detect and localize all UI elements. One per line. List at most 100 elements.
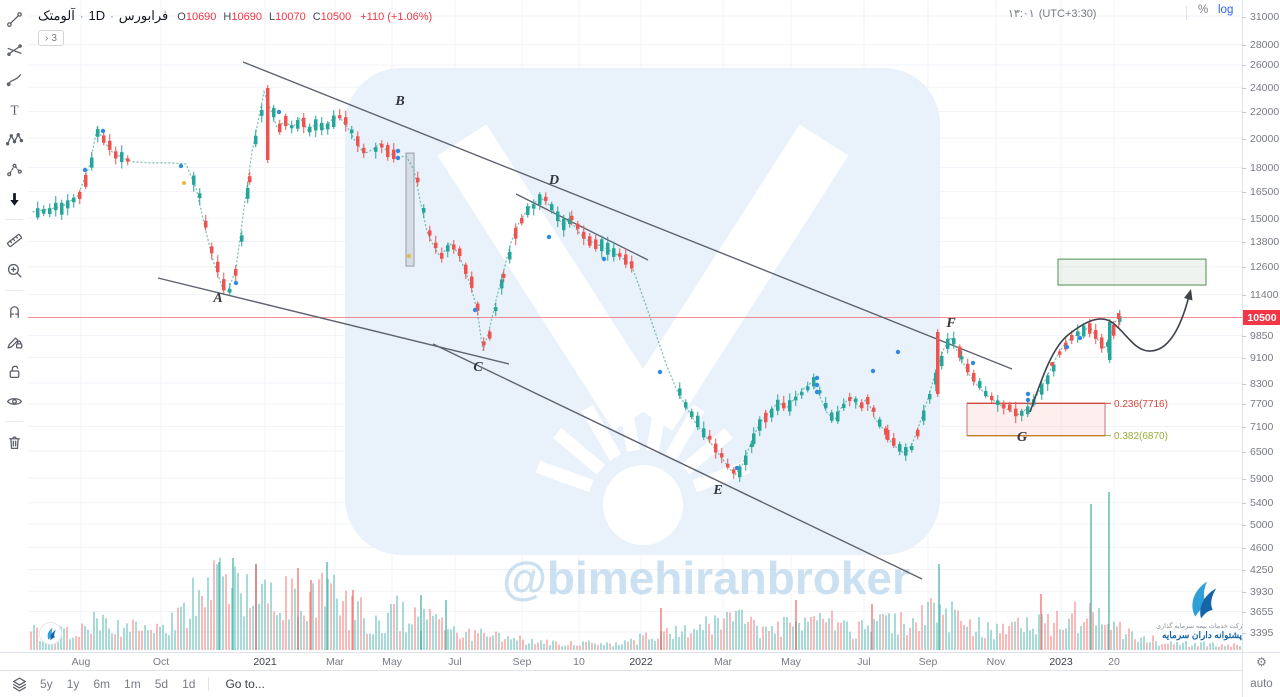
price-tick: 3655	[1241, 605, 1274, 618]
wave-label-C[interactable]: C	[473, 360, 483, 375]
broker-mini-badge	[39, 622, 62, 645]
indicators-expand-button[interactable]: › 3	[38, 30, 64, 46]
upper-channel-line[interactable]	[242, 61, 1013, 370]
wave-label-F[interactable]: F	[945, 316, 956, 331]
price-tick: 13800	[1241, 235, 1280, 248]
time-tick: Sep	[512, 656, 532, 668]
ohlc-item: H10690	[223, 11, 262, 23]
target-price-box[interactable]	[1057, 258, 1207, 286]
drawing-lock-tool[interactable]	[0, 326, 28, 356]
svg-text:T: T	[10, 102, 18, 117]
candles	[36, 85, 1122, 482]
symbol-name[interactable]: آلومتک	[38, 8, 75, 23]
price-tick: 16500	[1241, 186, 1280, 199]
time-tick: Jul	[857, 656, 871, 668]
lock-all-tool-icon	[9, 365, 19, 378]
chart-canvas[interactable]: @bimehiranbroker 0.236(7716) 0.382(6870) A B…	[0, 0, 1280, 652]
magnet-tool[interactable]	[0, 296, 28, 326]
wave-label-E[interactable]: E	[712, 483, 722, 498]
text-tool[interactable]: T	[0, 94, 28, 124]
price-tick: 20000	[1241, 132, 1280, 145]
current-price-badge: 10500	[1243, 310, 1280, 326]
fib-level-label: 0.236(7716)	[1114, 399, 1168, 410]
steep-support-line[interactable]	[432, 343, 923, 580]
time-tick: Oct	[152, 656, 170, 668]
price-tick: 22000	[1241, 106, 1280, 119]
interval-label[interactable]: 1D	[88, 8, 106, 23]
time-tick: Jul	[448, 656, 462, 668]
drawing-lock-tool-icon	[6, 336, 22, 349]
layers-icon	[12, 676, 26, 692]
divider	[1186, 6, 1187, 20]
wave-label-G[interactable]: G	[1017, 430, 1027, 445]
time-tick: Aug	[71, 656, 91, 668]
wave-label-D[interactable]: D	[548, 173, 559, 188]
highlight-vertical-bar[interactable]	[405, 152, 415, 267]
time-axis[interactable]: Aug Oct 2021 Mar May Jul Sep 10 2022 Mar May Jul Sep…	[0, 652, 1242, 670]
price-tick: 9850	[1241, 329, 1274, 342]
time-tick: Nov	[986, 656, 1006, 668]
range-button-1y[interactable]: 1y	[60, 674, 87, 694]
range-button-6m[interactable]: 6m	[86, 674, 117, 694]
range-button-1m[interactable]: 1m	[117, 674, 148, 694]
arrow-mark-tool[interactable]	[0, 184, 28, 214]
ruler-tool[interactable]	[0, 225, 28, 255]
price-tick: 15000	[1241, 212, 1280, 225]
drawing-toolbar: T	[0, 0, 28, 652]
lock-all-tool[interactable]	[0, 356, 28, 386]
time-tick: May	[781, 656, 801, 668]
price-tick: 11400	[1241, 289, 1279, 302]
broker-name: پشتوانه داران سرمایه	[1161, 630, 1243, 640]
trend-line-tool[interactable]	[0, 4, 28, 34]
time-tick: May	[382, 656, 402, 668]
flame-logo-icon	[1192, 581, 1217, 619]
auto-scale-button[interactable]: auto	[1250, 677, 1273, 690]
forecast-tool[interactable]	[0, 154, 28, 184]
range-button-1d[interactable]: 1d	[175, 674, 202, 694]
clock[interactable]: ۱۳:۰۱ (UTC+3:30)	[1008, 0, 1096, 27]
wave-label-B[interactable]: B	[394, 94, 404, 109]
price-tick: 3930	[1241, 585, 1274, 598]
hide-drawings-tool[interactable]	[0, 386, 28, 416]
object-tree-button[interactable]	[5, 669, 33, 697]
time-tick: Mar	[325, 656, 345, 668]
watermark-handle: @bimehiranbroker	[502, 552, 910, 604]
hide-drawings-tool-icon	[6, 397, 22, 405]
price-tick: 31000	[1241, 10, 1280, 23]
broker-logo: شرکت خدمات بیمه سرمایه گذاری پشتوانه دار…	[1156, 580, 1248, 652]
log-scale-button[interactable]: log	[1218, 4, 1234, 16]
percent-scale-button[interactable]: %	[1198, 4, 1209, 16]
price-axis[interactable]: 31000 28000 26000 24000 22000 20000 18000 16500…	[1241, 0, 1280, 652]
projection-arrow[interactable]	[1029, 295, 1190, 413]
zoom-in-tool[interactable]	[0, 255, 28, 285]
brush-tool[interactable]	[0, 64, 28, 94]
clock-timezone: (UTC+3:30)	[1038, 7, 1097, 20]
xabcd-pattern-tool[interactable]	[0, 124, 28, 154]
magnet-tool-icon	[9, 305, 19, 318]
change-value: +110 (+1.06%)	[360, 11, 433, 23]
time-tick: Mar	[713, 656, 733, 668]
price-tick: 28000	[1241, 38, 1280, 51]
chevron-right-icon: ›	[45, 32, 49, 44]
clock-time: ۱۳:۰۱	[1008, 8, 1035, 20]
range-button-5y[interactable]: 5y	[33, 674, 60, 694]
date-range-buttons: 5y 1y 6m 1m 5d 1d	[33, 674, 202, 694]
remove-drawings-tool[interactable]	[0, 427, 28, 457]
range-button-5d[interactable]: 5d	[148, 674, 175, 694]
ruler-tool-icon	[6, 233, 22, 247]
goto-date-button[interactable]: Go to...	[215, 674, 274, 694]
time-tick: 20	[1108, 656, 1120, 668]
axis-settings-button[interactable]: ⚙	[1242, 652, 1280, 670]
wave-label-A[interactable]: A	[212, 291, 222, 306]
price-tick: 7700	[1241, 398, 1274, 411]
fib-lines-tool[interactable]	[0, 34, 28, 64]
price-tick: 18000	[1241, 161, 1280, 174]
legend-separator: ·	[79, 11, 84, 23]
signal-dots	[82, 109, 1083, 471]
divider	[208, 677, 210, 691]
projection-arrowhead	[1184, 289, 1193, 301]
fib-retracement-box[interactable]	[966, 402, 1106, 437]
lower-channel-line[interactable]	[157, 277, 510, 365]
ohlc-values: O10690 H10690 L10070 C10500	[177, 11, 351, 23]
